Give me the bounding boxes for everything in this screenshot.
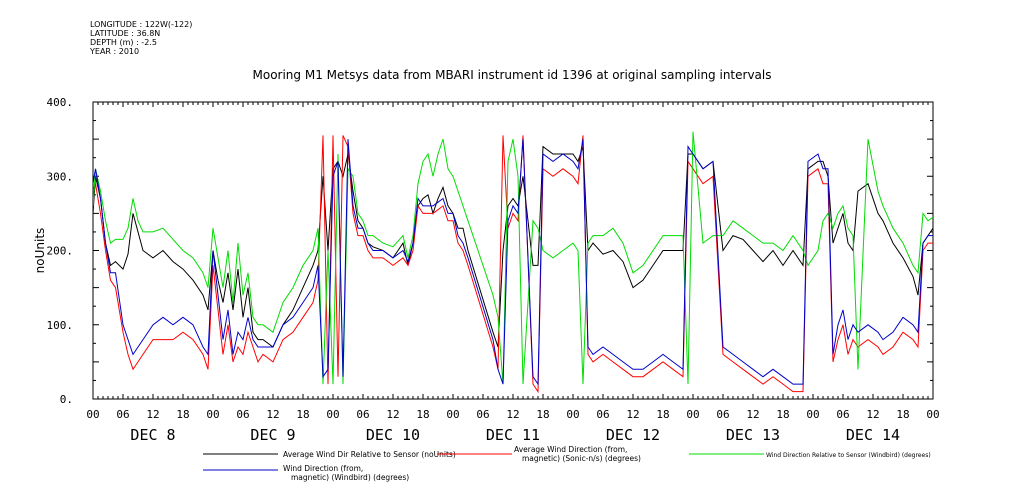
x-tick-label: 12 (506, 408, 519, 421)
metadata-block: LONGITUDE : 122W(-122) LATITUDE : 36.8N … (90, 20, 192, 56)
y-tick-label: 200. (47, 245, 74, 258)
legend-label-1: Average Wind Dir Relative to Sensor (noU… (283, 450, 456, 459)
meta-year: YEAR : 2010 (90, 47, 140, 56)
x-tick-label: 06 (476, 408, 489, 421)
y-axis-label: noUnits (33, 228, 47, 274)
x-tick-label: 06 (356, 408, 369, 421)
meta-longitude: LONGITUDE : 122W(-122) (90, 20, 193, 29)
x-tick-label: 12 (266, 408, 279, 421)
x-tick-label: 00 (686, 408, 699, 421)
x-tick-label: 18 (416, 408, 429, 421)
x-tick-label: 18 (656, 408, 669, 421)
x-day-label: DEC 10 (366, 426, 420, 444)
y-tick-label: 0. (60, 393, 73, 406)
legend-label-2: Average Wind Direction (from, (514, 445, 627, 454)
x-tick-label: 18 (176, 408, 189, 421)
x-tick-label: 12 (146, 408, 159, 421)
series-line-1 (93, 145, 933, 348)
series-line-3 (93, 131, 933, 385)
x-tick-label: 00 (926, 408, 939, 421)
x-day-label: DEC 12 (606, 426, 660, 444)
meta-latitude: LATITUDE : 36.8N (90, 29, 161, 38)
y-tick-label: 100. (47, 319, 74, 332)
x-tick-label: 06 (116, 408, 129, 421)
x-tick-label: 00 (326, 408, 339, 421)
x-day-label: DEC 11 (486, 426, 540, 444)
y-tick-label: 300. (47, 170, 74, 183)
x-tick-label: 00 (446, 408, 459, 421)
legend-label-4: Wind Direction (from, (283, 464, 363, 473)
chart-title: Mooring M1 Metsys data from MBARI instru… (252, 68, 772, 82)
x-day-label: DEC 13 (726, 426, 780, 444)
x-tick-label: 06 (596, 408, 609, 421)
x-day-label: DEC 14 (846, 426, 900, 444)
meta-depth: DEPTH (m) : -2.5 (90, 38, 157, 47)
x-tick-label: 12 (746, 408, 759, 421)
x-tick-label: 18 (776, 408, 789, 421)
x-tick-label: 18 (536, 408, 549, 421)
x-tick-label: 18 (896, 408, 909, 421)
x-tick-label: 06 (716, 408, 729, 421)
legend-label-4-line2: magnetic) (Windbird) (degrees) (291, 473, 409, 482)
x-tick-label: 12 (866, 408, 879, 421)
x-tick-label: 18 (296, 408, 309, 421)
x-tick-label: 00 (806, 408, 819, 421)
x-day-label: DEC 9 (250, 426, 295, 444)
x-tick-label: 00 (206, 408, 219, 421)
x-tick-label: 06 (836, 408, 849, 421)
x-tick-label: 06 (236, 408, 249, 421)
y-tick-label: 400. (47, 96, 74, 109)
legend-label-3: Wind Direction Relative to Sensor (Windb… (766, 452, 931, 459)
x-tick-label: 00 (566, 408, 579, 421)
x-tick-label: 12 (386, 408, 399, 421)
x-day-label: DEC 8 (130, 426, 175, 444)
legend-label-2-line2: magnetic) (Sonic-n/s) (degrees) (522, 454, 641, 463)
series-line-4 (93, 139, 933, 386)
x-tick-label: 00 (86, 408, 99, 421)
plot-frame (92, 101, 934, 400)
x-tick-label: 12 (626, 408, 639, 421)
